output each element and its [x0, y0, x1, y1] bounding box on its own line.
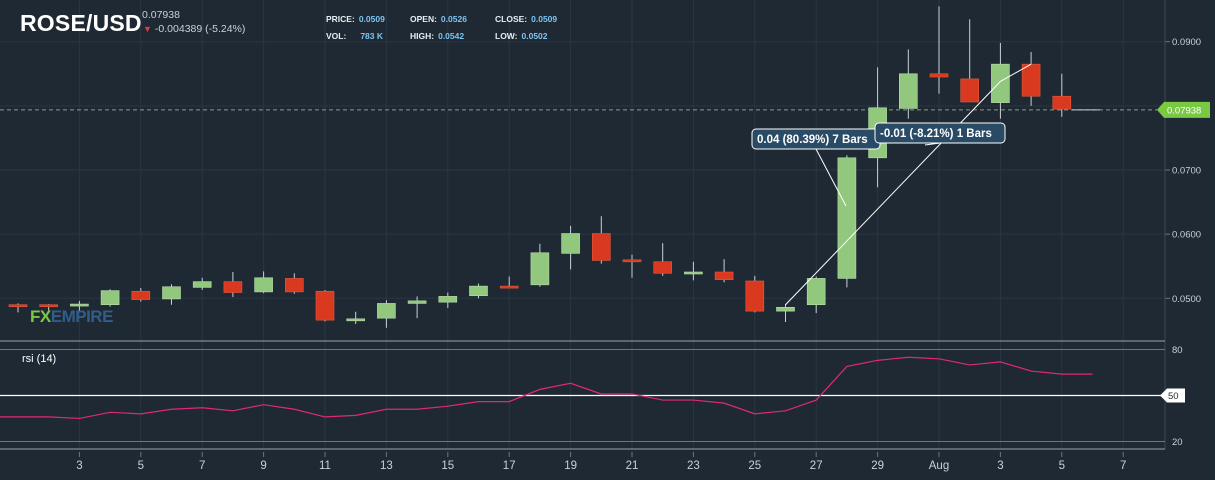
y-tick-label: 0.0700 [1172, 166, 1201, 177]
x-tick-label: 29 [871, 460, 884, 472]
candle-body [223, 281, 243, 293]
measure-line [1000, 63, 1032, 82]
candle-body [898, 73, 918, 109]
measure-line [785, 81, 1001, 306]
candle-body [162, 286, 181, 300]
current-price-tag [1157, 101, 1210, 118]
ohlc-high: HIGH: 0.0542 [410, 31, 465, 41]
candle-body [837, 157, 857, 279]
rsi-mid-label: 50 [1168, 391, 1179, 402]
candle-body [530, 252, 550, 286]
candle-body [8, 304, 28, 308]
x-tick-label: 5 [138, 460, 144, 472]
candle-body [991, 63, 1010, 103]
chart-header: ROSE/USD 0.07938 ▼ -0.004389 (-5.24%) PRI… [0, 0, 700, 50]
price-value: 0.0509 [358, 14, 385, 24]
candle-body [714, 271, 734, 280]
candle-body [776, 306, 795, 312]
x-tick-label: 19 [564, 460, 577, 472]
ohlc-low: LOW: 0.0502 [495, 31, 548, 41]
measure-label: 0.04 (80.39%) 7 Bars [757, 134, 868, 146]
x-tick-label: 15 [441, 460, 454, 472]
measure-label: -0.01 (-8.21%) 1 Bars [880, 128, 992, 140]
x-tick-label: Aug [929, 460, 949, 472]
x-tick-label: 21 [626, 460, 639, 472]
candle-body [1052, 95, 1072, 110]
candle-body [284, 278, 304, 293]
current-price-label: 0.07938 [1167, 105, 1201, 116]
candle-body [745, 280, 765, 312]
candle-body [499, 285, 519, 289]
candle-body [70, 303, 89, 307]
x-tick-label: 25 [748, 460, 761, 472]
x-tick-label: 7 [199, 460, 205, 472]
ohlc-price: PRICE: 0.0509 [326, 14, 385, 24]
vol-value: 783 K [360, 31, 383, 41]
symbol-title: ROSE/USD [20, 10, 142, 36]
price-change: ▼ -0.004389 (-5.24%) [143, 23, 245, 35]
candle-body [469, 285, 488, 297]
candle-body [1021, 63, 1041, 97]
measure-pointer [815, 148, 847, 207]
candle-body [929, 73, 949, 78]
x-tick-label: 13 [380, 460, 393, 472]
x-tick-label: 3 [997, 460, 1003, 472]
x-tick-label: 27 [810, 460, 823, 472]
candle-body [254, 277, 273, 293]
candle-body [315, 290, 335, 321]
candle-body [960, 78, 980, 103]
candle-body [377, 303, 396, 319]
measure-label-box [874, 122, 1006, 144]
rsi-title: rsi (14) [22, 353, 56, 365]
y-tick-label: 0.0900 [1172, 37, 1201, 48]
candle-body [346, 318, 366, 322]
price-change-text: -0.004389 (-5.24%) [154, 23, 246, 35]
candle-body [39, 304, 59, 308]
fxempire-logo: FXEMPIRE [30, 307, 113, 326]
ohlc-open: OPEN: 0.0526 [410, 14, 467, 24]
x-tick-label: 3 [76, 460, 82, 472]
x-tick-label: 9 [260, 460, 266, 472]
candle-body [192, 281, 212, 288]
x-tick-label: 7 [1120, 460, 1126, 472]
candle-body [131, 290, 151, 300]
close-value: 0.0509 [531, 14, 558, 24]
candle-body [407, 300, 427, 304]
candle-body [100, 290, 120, 306]
rsi-mid-tag [1160, 388, 1185, 403]
x-tick-label: 23 [687, 460, 700, 472]
x-tick-label: 5 [1059, 460, 1065, 472]
x-tick-label: 11 [319, 460, 331, 472]
ohlc-vol: VOL: 783 K [326, 31, 383, 41]
ohlc-close: CLOSE: 0.0509 [495, 14, 558, 24]
candle-body [806, 278, 826, 306]
high-value: 0.0542 [438, 31, 465, 41]
rsi-tick-label: 80 [1172, 345, 1183, 356]
rsi-tick-label: 20 [1172, 437, 1183, 448]
candle-body [622, 259, 642, 263]
candle-body [561, 233, 580, 254]
open-value: 0.0526 [440, 14, 467, 24]
down-arrow-icon: ▼ [143, 24, 152, 34]
rsi-line [0, 356, 1093, 420]
last-price: 0.07938 [142, 9, 180, 21]
x-tick-label: 17 [503, 460, 516, 472]
candle-body [591, 233, 611, 261]
low-value: 0.0502 [521, 31, 548, 41]
candle-body [438, 296, 458, 303]
y-tick-label: 0.0500 [1172, 294, 1201, 305]
candle-body [653, 261, 673, 274]
y-tick-label: 0.0600 [1172, 230, 1201, 241]
candle-body [684, 271, 703, 275]
